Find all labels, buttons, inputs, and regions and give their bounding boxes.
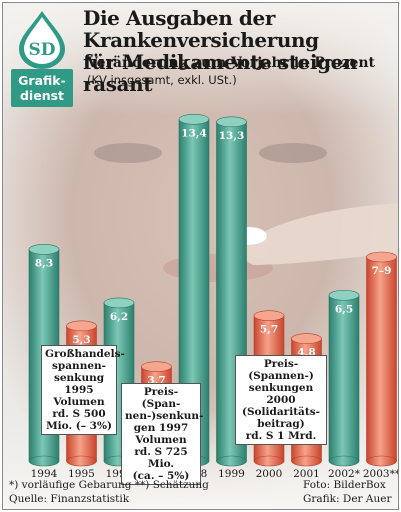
- bar-base: [366, 455, 397, 467]
- callout-1997: Preis-(Span- nen-)senkun- gen 1997 Volum…: [121, 383, 204, 485]
- callout-2000-line: rd. S 1 Mrd.: [245, 430, 317, 442]
- callout-1997-line: rd. S 725 Mio.: [134, 446, 188, 470]
- logo-tag-line1: Grafik-: [18, 73, 66, 88]
- bar-value-label: 7–9: [372, 265, 392, 277]
- callout-1995: Großhandels- spannen- senkung 1995 Volum…: [41, 345, 125, 435]
- bar-value-label: 13,4: [181, 127, 207, 139]
- bar-2003: [366, 256, 397, 462]
- callout-1995-line: spannen-: [52, 360, 106, 372]
- page-title: Die Ausgaben der Krankenversicherung für…: [83, 7, 395, 95]
- bar-base: [291, 455, 322, 467]
- logo-text: SD: [28, 40, 55, 60]
- title-line2: für Medikamente steigen rasant: [83, 50, 358, 96]
- x-tick-label: 2002*: [328, 468, 361, 480]
- bar-cap: [216, 116, 247, 128]
- bar-base: [216, 455, 247, 467]
- drop-emblem-icon: SD: [19, 11, 65, 69]
- callout-1997-line: (ca. – 5%): [132, 470, 190, 482]
- bar-cap: [328, 289, 360, 301]
- callout-1997-line: Volumen: [135, 434, 187, 446]
- x-tick-label: 2001: [293, 468, 320, 480]
- callout-1997-line: Preis-(Span-: [141, 386, 181, 410]
- callout-1995-line: senkung 1995: [53, 372, 105, 396]
- callout-2000-line: senkungen 2000: [248, 382, 314, 406]
- logo-tag-line2: dienst: [19, 88, 65, 103]
- callout-2000: Preis-(Spannen-) senkungen 2000 (Solidar…: [235, 355, 327, 445]
- bar-value-label: 13,3: [219, 130, 245, 142]
- bar-value-label: 8,3: [35, 257, 53, 269]
- x-tick-label: 1994: [31, 468, 58, 480]
- bar-value-label: 6,2: [110, 311, 128, 323]
- bar-base: [328, 455, 360, 467]
- bar-cap: [178, 114, 210, 125]
- bar-cap: [253, 310, 285, 321]
- bar-base: [66, 455, 97, 467]
- chart-subtitle: Veränderung zum Vorjahr in Prozent: [87, 55, 375, 71]
- callout-1995-line: Großhandels-: [45, 348, 125, 360]
- x-tick-label: 2000: [256, 468, 283, 480]
- callout-2000-line: Preis-(Spannen-): [248, 358, 314, 382]
- x-tick-label: 1995: [68, 468, 95, 480]
- graphic-credit: Grafik: Der Auer: [303, 493, 392, 505]
- bar-cap: [103, 297, 135, 309]
- bar-value-label: 5,7: [260, 324, 278, 336]
- callout-2000-line: beitrag): [257, 418, 305, 430]
- bar-cap: [141, 361, 172, 372]
- bar-cap: [66, 320, 97, 332]
- photo-credit: Foto: BilderBox: [303, 479, 386, 491]
- bar-cap: [291, 333, 322, 344]
- callout-2000-line: (Solidaritäts-: [242, 406, 320, 418]
- callout-1995-line: rd. S 500: [52, 408, 106, 420]
- bar-cap: [28, 244, 60, 255]
- chart-note: (KV insgesamt, exkl. USt.): [87, 73, 237, 87]
- bar-2002: [328, 294, 360, 462]
- logo-tag: Grafik- dienst: [11, 69, 73, 107]
- title-line1: Die Ausgaben der Krankenversicherung: [83, 6, 319, 52]
- callout-1995-line: Mio. (– 3%): [46, 420, 112, 432]
- bar-base: [28, 455, 60, 467]
- bar-value-label: 5,3: [72, 334, 90, 346]
- bar-base: [253, 455, 285, 467]
- source: Quelle: Finanzstatistik: [9, 493, 130, 505]
- callout-1997-line: gen 1997: [133, 422, 189, 434]
- bar-value-label: 6,5: [335, 303, 353, 315]
- callout-1995-line: Volumen: [53, 396, 105, 408]
- footnote: *) vorläufige Gebarung **) Schätzung: [9, 479, 209, 491]
- logo: SD Grafik- dienst: [11, 9, 73, 107]
- callout-1997-line: nen-)senkun-: [125, 410, 204, 422]
- bar-cap: [366, 251, 397, 263]
- x-tick-label: 2003**: [363, 468, 399, 480]
- x-tick-label: 1999: [218, 468, 245, 480]
